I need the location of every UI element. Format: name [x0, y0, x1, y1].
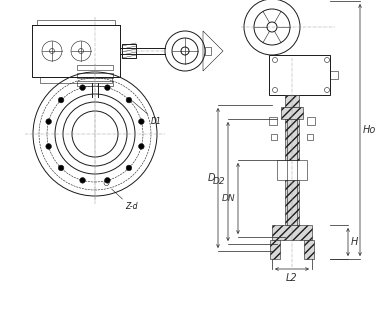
Circle shape [80, 85, 85, 90]
Circle shape [46, 144, 51, 149]
Bar [77, 73, 113, 78]
Circle shape [80, 178, 85, 183]
Bar [77, 65, 113, 70]
Text: H: H [351, 237, 358, 247]
Circle shape [126, 97, 132, 103]
Circle shape [138, 144, 144, 149]
Circle shape [105, 178, 110, 183]
Circle shape [58, 97, 64, 103]
Bar [307, 134, 313, 140]
Bar [270, 240, 280, 259]
Circle shape [58, 165, 64, 171]
Bar [330, 71, 338, 79]
Bar [285, 119, 299, 160]
Text: Z-d: Z-d [126, 202, 138, 211]
Circle shape [324, 88, 329, 92]
Bar [285, 95, 299, 107]
Bar [40, 77, 112, 83]
Bar [277, 160, 307, 180]
Bar [285, 180, 299, 225]
Text: DN: DN [221, 194, 235, 203]
Text: L2: L2 [286, 273, 298, 283]
Bar [269, 117, 277, 125]
Circle shape [138, 119, 144, 124]
Circle shape [105, 85, 110, 90]
Bar [32, 25, 120, 77]
Circle shape [324, 58, 329, 63]
Bar [37, 20, 115, 25]
Circle shape [273, 58, 277, 63]
Circle shape [126, 165, 132, 171]
Text: D1: D1 [151, 117, 162, 126]
Text: D: D [207, 173, 215, 183]
Text: D2: D2 [212, 177, 225, 186]
Bar [205, 47, 211, 55]
Bar [304, 240, 314, 259]
Bar [77, 81, 113, 86]
Text: Ho: Ho [363, 125, 377, 135]
Circle shape [273, 88, 277, 92]
Bar [122, 44, 136, 58]
Circle shape [46, 119, 51, 124]
Bar [271, 134, 277, 140]
Bar [307, 117, 315, 125]
Bar [269, 55, 330, 95]
Bar [281, 107, 303, 119]
Bar [272, 225, 312, 240]
